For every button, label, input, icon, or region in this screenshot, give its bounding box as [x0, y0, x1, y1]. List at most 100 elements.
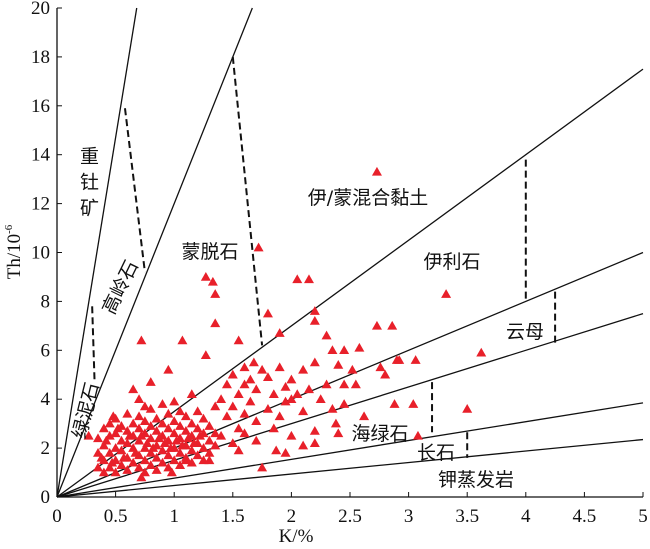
- dashed-boundary-3: [231, 56, 264, 346]
- data-point: [339, 345, 350, 355]
- data-point: [116, 435, 127, 445]
- data-point: [98, 467, 109, 477]
- data-point: [207, 276, 218, 286]
- data-point: [107, 457, 118, 467]
- boundary-line-3: [56, 68, 644, 498]
- data-point: [116, 445, 127, 455]
- data-point: [180, 452, 191, 462]
- data-point: [327, 403, 338, 413]
- data-point: [204, 435, 215, 445]
- data-point: [280, 396, 291, 406]
- data-point: [354, 342, 365, 352]
- data-point: [180, 425, 191, 435]
- y-tick-label: 10: [31, 243, 50, 264]
- data-point: [122, 465, 133, 474]
- dashed-boundaries: [91, 56, 557, 458]
- data-point: [110, 467, 121, 477]
- data-point: [124, 430, 135, 440]
- data-point: [286, 374, 297, 384]
- data-point: [268, 389, 279, 399]
- data-point: [298, 406, 309, 416]
- y-tick-label: 0: [41, 487, 51, 508]
- region-label: 伊/蒙混合黏土: [308, 187, 428, 209]
- data-point: [387, 320, 398, 330]
- data-point: [309, 425, 320, 435]
- data-point: [151, 452, 162, 462]
- data-point: [139, 401, 150, 411]
- data-point: [145, 433, 156, 443]
- region-label: 长石: [417, 442, 455, 464]
- data-point: [210, 440, 221, 450]
- data-point: [186, 445, 197, 455]
- data-point: [169, 455, 180, 465]
- data-point: [262, 308, 273, 318]
- data-point: [110, 443, 121, 452]
- boundary-line-7: [56, 438, 644, 498]
- data-point: [134, 394, 145, 403]
- data-point: [110, 413, 121, 423]
- x-tick-label: 2.5: [338, 506, 362, 527]
- data-point: [169, 416, 180, 425]
- data-point: [134, 435, 145, 445]
- data-point: [136, 430, 147, 440]
- data-point: [389, 399, 400, 408]
- data-point: [145, 403, 156, 413]
- data-point: [200, 350, 211, 359]
- x-tick-label: 1.5: [221, 506, 245, 527]
- region-label: 钾蒸发岩: [438, 469, 514, 491]
- data-point: [130, 447, 141, 457]
- data-point: [303, 384, 314, 394]
- y-tick-label: 14: [31, 145, 51, 166]
- data-point: [257, 462, 268, 472]
- data-point: [251, 435, 262, 445]
- data-point: [186, 389, 197, 399]
- data-point: [192, 423, 203, 433]
- data-point: [139, 467, 150, 477]
- data-point: [298, 440, 309, 450]
- data-point: [359, 411, 370, 421]
- data-point: [163, 423, 174, 433]
- data-point: [298, 364, 309, 374]
- data-point: [171, 435, 182, 445]
- data-point: [163, 364, 174, 374]
- data-point: [315, 394, 326, 403]
- y-axis-label-exponent: -6: [3, 224, 15, 234]
- data-point: [93, 447, 104, 457]
- data-point: [309, 438, 320, 447]
- data-point: [134, 462, 145, 472]
- data-point: [93, 433, 104, 443]
- data-point: [157, 418, 168, 428]
- data-point: [412, 430, 423, 440]
- data-point: [157, 445, 168, 455]
- boundary-line-6: [56, 402, 644, 498]
- data-point: [339, 399, 350, 408]
- region-label-thorite: 重钍矿: [77, 146, 99, 224]
- dashed-boundary-2: [123, 108, 146, 273]
- data-point: [245, 396, 256, 406]
- data-point: [239, 379, 250, 389]
- data-point: [248, 357, 259, 367]
- data-point: [145, 377, 156, 386]
- data-point: [128, 384, 139, 394]
- data-point: [239, 428, 250, 438]
- region-label: 高岭石: [98, 257, 143, 318]
- data-point: [391, 355, 402, 364]
- x-tick-label: 4: [521, 506, 531, 527]
- region-label: 云母: [506, 321, 544, 343]
- data-point: [210, 401, 221, 411]
- data-point: [104, 462, 115, 472]
- data-point: [93, 462, 104, 472]
- data-point: [286, 430, 297, 440]
- data-point: [227, 401, 238, 411]
- data-point: [142, 438, 153, 447]
- data-point: [210, 428, 221, 438]
- region-label: 蒙脱石: [181, 241, 238, 263]
- data-point: [292, 389, 303, 399]
- data-point: [253, 242, 264, 252]
- data-point: [245, 374, 256, 384]
- data-point: [198, 413, 209, 423]
- data-point: [180, 411, 191, 421]
- x-tick-label: 5: [638, 506, 648, 527]
- data-point: [292, 274, 303, 284]
